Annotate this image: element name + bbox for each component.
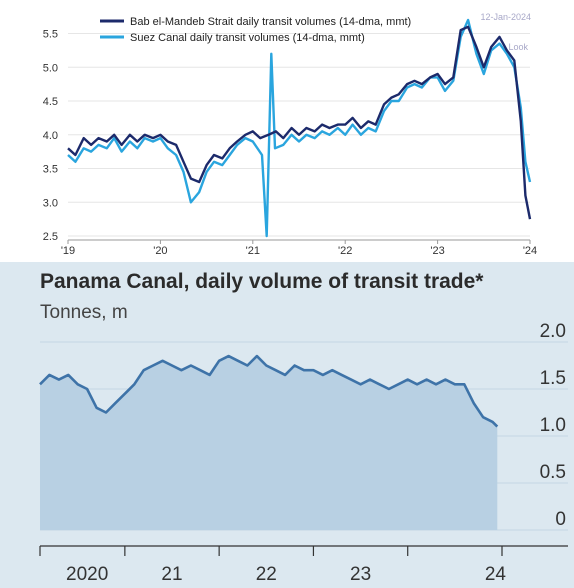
panama-chart-subtitle: Tonnes, m xyxy=(40,302,128,323)
bottom-x-tick-label: 2020 xyxy=(66,564,108,585)
top-x-tick-label: '24 xyxy=(523,245,537,257)
top-x-tick-label: '23 xyxy=(430,245,444,257)
top-x-tick-label: '19 xyxy=(61,245,75,257)
legend-label-suez: Suez Canal daily transit volumes (14-dma… xyxy=(130,32,365,44)
watermark: Look xyxy=(508,42,528,52)
bottom-y-tick-label: 0.5 xyxy=(540,462,566,483)
bottom-x-tick-label: 22 xyxy=(256,564,277,585)
top-y-tick-label: 2.5 xyxy=(43,231,58,243)
bottom-y-tick-label: 1.5 xyxy=(540,368,566,389)
top-y-tick-label: 3.5 xyxy=(43,164,58,176)
legend-label-bab-el-mandeb: Bab el-Mandeb Strait daily transit volum… xyxy=(130,16,411,28)
top-y-tick-label: 5.5 xyxy=(43,29,58,41)
suez-bab-el-mandeb-chart: 2.5 3.0 3.5 4.0 4.5 5.0 5.5 '19 '20 '21 '22 '23 '24… xyxy=(0,0,574,262)
bottom-x-tick-label: 24 xyxy=(485,564,507,585)
top-x-tick-label: '20 xyxy=(153,245,167,257)
bottom-chart-svg: Panama Canal, daily volume of transit tr… xyxy=(39,270,568,585)
bottom-y-tick-label: 0 xyxy=(555,509,566,530)
bottom-y-tick-label: 2.0 xyxy=(540,321,566,342)
top-x-tick-label: '22 xyxy=(338,245,352,257)
date-stamp: 12-Jan-2024 xyxy=(480,12,531,22)
top-x-tick-label: '21 xyxy=(246,245,260,257)
top-y-tick-label: 4.0 xyxy=(43,130,58,142)
top-chart-svg: 2.5 3.0 3.5 4.0 4.5 5.0 5.5 '19 '20 '21 '22 '23 '24… xyxy=(43,12,537,257)
top-y-tick-label: 5.0 xyxy=(43,62,58,74)
series-line-bab-el-mandeb xyxy=(67,25,532,220)
panama-canal-chart: Panama Canal, daily volume of transit tr… xyxy=(0,262,574,588)
panama-area-fill xyxy=(40,356,498,530)
bottom-y-tick-label: 1.0 xyxy=(540,415,566,436)
bottom-x-tick-label: 23 xyxy=(350,564,371,585)
top-y-tick-label: 4.5 xyxy=(43,96,58,108)
panama-chart-title: Panama Canal, daily volume of transit tr… xyxy=(40,270,484,293)
series-line-suez xyxy=(67,18,532,238)
top-y-tick-label: 3.0 xyxy=(43,197,58,209)
panama-series-line xyxy=(39,354,499,428)
bottom-x-tick-label: 21 xyxy=(161,564,182,585)
